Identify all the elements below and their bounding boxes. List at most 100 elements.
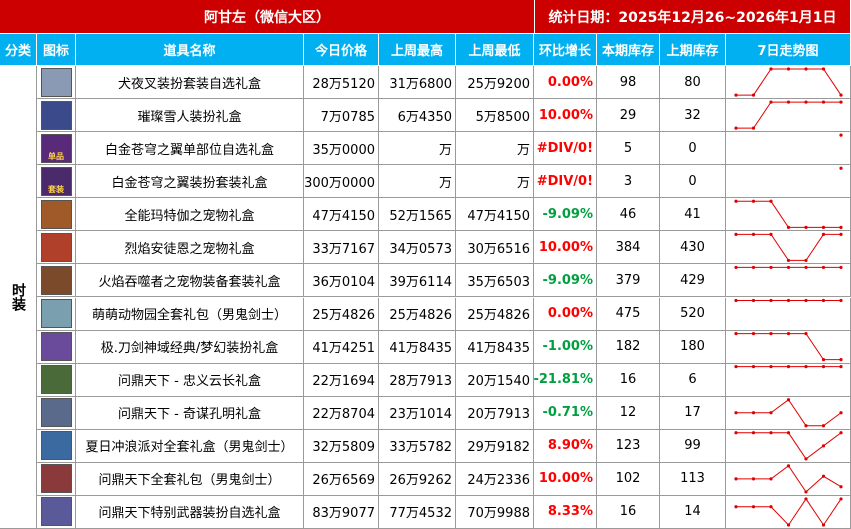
column-header: 环比增长 — [534, 34, 597, 66]
today-price-text: 36万0104 — [312, 274, 375, 290]
trend-point — [751, 265, 756, 270]
growth: 8.33% — [534, 495, 597, 529]
trend-point — [821, 100, 826, 104]
growth: 8.90% — [534, 429, 597, 463]
stock-text: 29 — [619, 107, 637, 123]
trend-point — [839, 431, 843, 435]
last-week-high-text: 万 — [438, 175, 452, 191]
trend-point — [734, 298, 738, 303]
column-header-text: 图标 — [42, 44, 69, 59]
growth: 0.00% — [534, 297, 597, 331]
growth: -21.81% — [534, 363, 597, 397]
last-week-high-text: 26万9262 — [389, 473, 452, 489]
item-name: 全能玛特伽之宠物礼盒 — [76, 198, 304, 232]
item-name: 问鼎天下全套礼包（男鬼剑士） — [76, 462, 304, 496]
growth-text: 0.00% — [547, 74, 593, 90]
today-price: 41万4251 — [304, 330, 379, 364]
trend-line — [736, 398, 842, 427]
last-week-low-text: 5万8500 — [475, 109, 530, 125]
item-icon — [40, 431, 72, 461]
date-text: 统计日期：2025年12月26~2026年1月1日 — [548, 9, 837, 26]
trend-point — [769, 67, 773, 71]
icon-cell: 套装 — [37, 165, 76, 199]
trend-point — [839, 365, 843, 369]
prev-stock-text: 41 — [684, 206, 701, 222]
trend-point — [734, 505, 738, 509]
last-week-low: 70万9988 — [456, 495, 534, 529]
item-name-text: 烈焰安徒恩之宠物礼盒 — [124, 241, 255, 257]
last-week-high-text: 31万6800 — [389, 76, 452, 92]
today-price-text: 22万8704 — [312, 407, 375, 423]
growth-text: 8.33% — [547, 504, 593, 520]
trend-point — [804, 258, 808, 263]
stock-text: 16 — [619, 372, 637, 388]
column-header: 上周最低 — [456, 34, 534, 66]
last-week-low-text: 万 — [516, 175, 530, 191]
last-week-high: 39万6114 — [379, 264, 456, 298]
column-header-text: 今日价格 — [314, 44, 367, 59]
stock-text: 379 — [615, 272, 641, 288]
prev-stock: 0 — [660, 132, 726, 166]
trend-point — [751, 199, 756, 203]
trend-point — [821, 358, 826, 362]
last-week-low-text: 30万6516 — [467, 241, 530, 257]
today-price-text: 28万5120 — [312, 76, 375, 92]
item-icon — [40, 299, 72, 329]
prev-stock: 80 — [660, 66, 726, 100]
prev-stock-text: 0 — [688, 173, 697, 189]
item-name: 白金苍穹之翼单部位自选礼盒 — [76, 132, 304, 166]
item-icon — [40, 265, 72, 295]
last-week-high: 26万9262 — [379, 462, 456, 496]
icon-cell — [37, 297, 76, 331]
item-name: 萌萌动物园全套礼包（男鬼剑士） — [76, 297, 304, 331]
last-week-low-text: 25万4826 — [467, 308, 530, 324]
trend-point — [786, 464, 791, 468]
item-icon — [40, 232, 72, 262]
trend-point — [804, 100, 808, 104]
last-week-high: 31万6800 — [379, 66, 456, 100]
stock-text: 102 — [615, 471, 641, 487]
prev-stock: 17 — [660, 396, 726, 430]
stock-text: 46 — [619, 206, 637, 222]
trend-point — [734, 265, 738, 270]
item-icon — [40, 398, 72, 428]
trend-point — [769, 199, 773, 203]
item-name: 问鼎天下特别武器装扮自选礼盒 — [76, 495, 304, 529]
item-icon — [40, 67, 72, 97]
last-week-low-text: 25万9200 — [467, 76, 530, 92]
icon-cell — [37, 495, 76, 529]
last-week-low: 47万4150 — [456, 198, 534, 232]
trend-point — [734, 126, 738, 130]
column-header: 7日走势图 — [726, 34, 851, 66]
trend-point — [751, 126, 756, 130]
trend-point — [786, 398, 791, 402]
trend-point — [751, 411, 756, 415]
icon-cell — [37, 231, 76, 265]
today-price: 33万7167 — [304, 231, 379, 265]
item-name-text: 问鼎天下 - 忠义云长礼盒 — [118, 374, 261, 390]
growth: -9.09% — [534, 198, 597, 232]
last-week-high: 28万7913 — [379, 363, 456, 397]
today-price: 28万5120 — [304, 66, 379, 100]
last-week-low: 25万9200 — [456, 66, 534, 100]
item-name: 火焰吞噬者之宠物装备套装礼盒 — [76, 264, 304, 298]
trend-point — [804, 298, 808, 303]
stock-text: 384 — [615, 239, 641, 255]
trend-point — [821, 424, 826, 428]
last-week-low-text: 20万7913 — [467, 407, 530, 423]
column-header: 上期库存 — [660, 34, 726, 66]
trend-point — [734, 365, 738, 369]
today-price-text: 35万0000 — [312, 142, 375, 158]
icon-cell — [37, 99, 76, 133]
trend-point — [804, 331, 808, 336]
item-name-text: 全能玛特伽之宠物礼盒 — [124, 208, 255, 224]
trend-point — [839, 265, 843, 270]
stock-text: 123 — [615, 438, 641, 454]
stock: 98 — [597, 66, 660, 100]
stock: 3 — [597, 165, 660, 199]
stock: 12 — [597, 396, 660, 430]
today-price: 32万5809 — [304, 429, 379, 463]
today-price: 36万0104 — [304, 264, 379, 298]
column-header-text: 分类 — [4, 44, 31, 59]
today-price-text: 41万4251 — [312, 341, 375, 357]
